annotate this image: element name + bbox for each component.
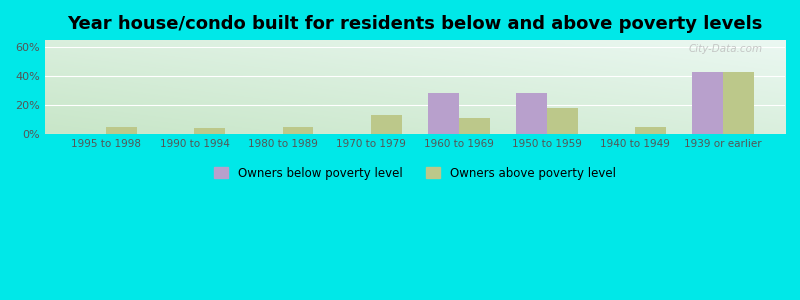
Bar: [428, 94, 459, 134]
Legend: Owners below poverty level, Owners above poverty level: Owners below poverty level, Owners above…: [214, 167, 615, 179]
Bar: [723, 72, 754, 134]
Bar: [547, 108, 578, 134]
Bar: [459, 118, 490, 134]
Bar: [693, 72, 723, 134]
Title: Year house/condo built for residents below and above poverty levels: Year house/condo built for residents bel…: [67, 15, 762, 33]
Bar: [516, 94, 547, 134]
Bar: [194, 128, 226, 134]
Bar: [106, 127, 137, 134]
Bar: [370, 115, 402, 134]
Bar: [635, 127, 666, 134]
Bar: [282, 127, 314, 134]
Text: City-Data.com: City-Data.com: [689, 44, 762, 54]
